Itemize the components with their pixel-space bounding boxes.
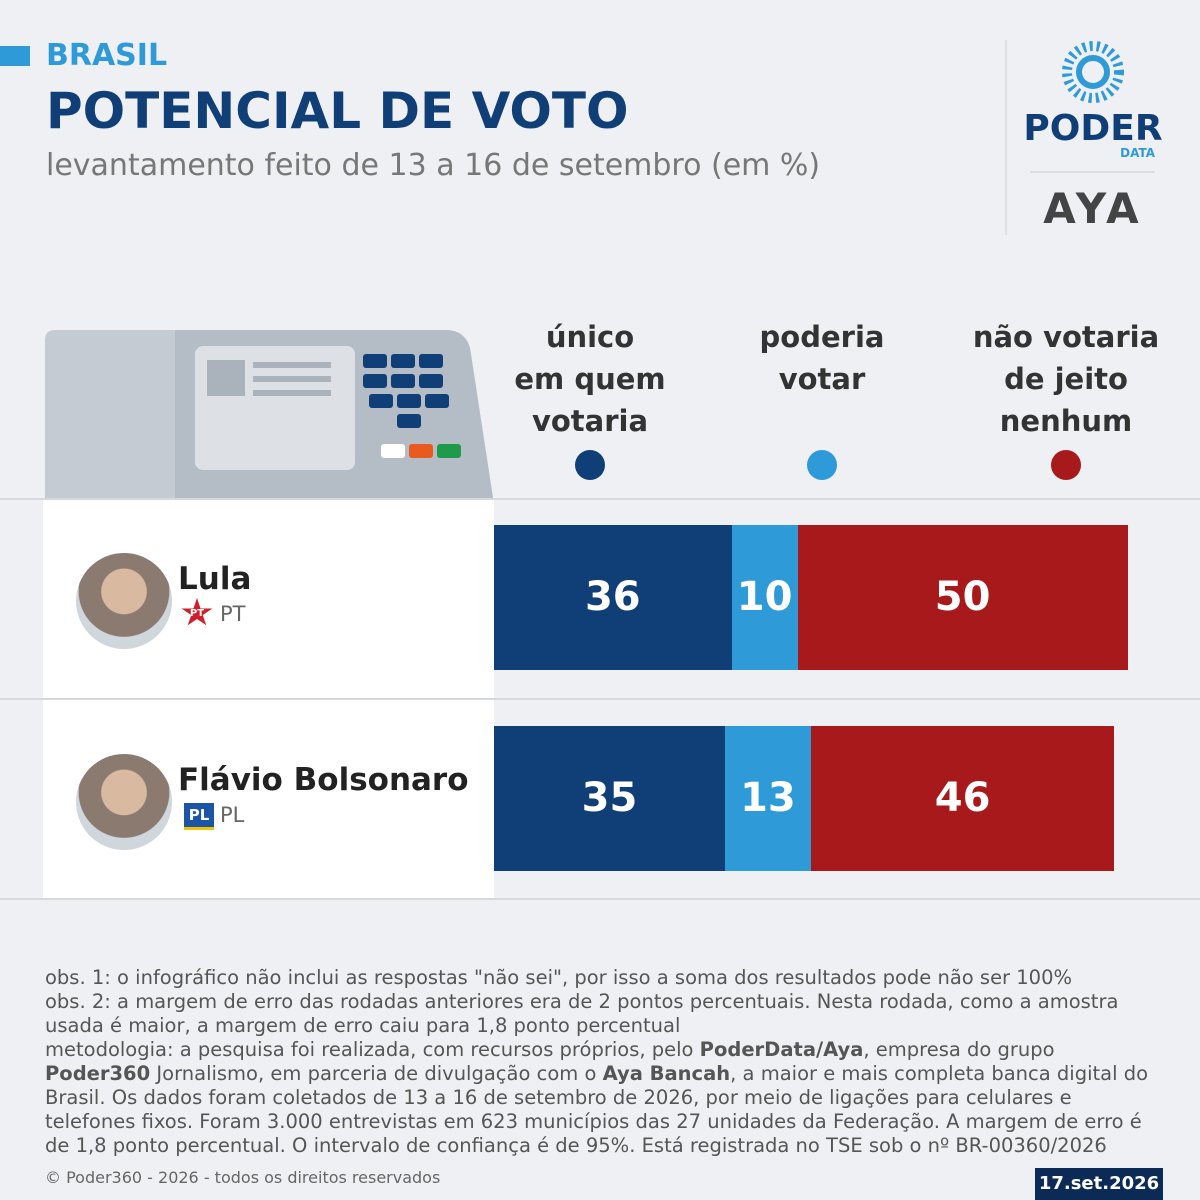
note: obs. 1: o infográfico não inclui as resp… [45, 966, 1073, 989]
methodology-text: metodologia: a pesquisa foi realizada, c… [45, 1038, 700, 1061]
copyright: © Poder360 - 2026 - todos os direitos re… [45, 1168, 441, 1187]
candidate-name: Flávio Bolsonaro [178, 762, 469, 798]
methodology-text: , a maior e mais completa banca digital … [45, 1062, 1149, 1157]
legend-dot [807, 450, 837, 480]
data-logo: DATA [1120, 146, 1156, 160]
title: POTENCIAL DE VOTO [46, 82, 629, 140]
row-line [0, 498, 1200, 500]
methodology-text: PoderData/Aya [699, 1038, 864, 1061]
methodology-text: , empresa do grupo [863, 1038, 1055, 1061]
candidate-name: Lula [178, 561, 252, 597]
note: obs. 2: a margem de erro das rodadas ant… [45, 990, 1119, 1037]
legend-label: único em quem votaria [514, 320, 666, 438]
notes: obs. 1: o infográfico não inclui as resp… [45, 966, 1160, 1158]
bar [731, 525, 798, 670]
bar [797, 525, 1128, 670]
bar [725, 726, 811, 871]
row-line [0, 898, 1200, 900]
voting-machine [45, 330, 493, 498]
party-label: PL [220, 803, 245, 827]
section-marker [0, 46, 30, 66]
subtitle: levantamento feito de 13 a 16 de setembr… [46, 148, 821, 183]
aya-logo: AYA [1043, 184, 1142, 233]
bar [494, 726, 725, 871]
candidate-photo [76, 754, 172, 850]
value-label: 46 [934, 775, 991, 821]
poder-logo: PODER [1023, 108, 1162, 149]
party-label: PT [220, 602, 246, 626]
methodology-text: Aya Bancah [602, 1062, 731, 1085]
bar [494, 525, 732, 670]
bar [810, 726, 1115, 871]
legend-label: poderia votar [759, 320, 885, 396]
poder-rays [1062, 41, 1124, 103]
section: BRASIL [46, 38, 168, 73]
date: 17.set.2026 [1035, 1168, 1163, 1200]
legend-dot [1051, 450, 1081, 480]
party-icon: PL [184, 803, 214, 830]
candidate-photo [76, 553, 172, 649]
methodology: metodologia: a pesquisa foi realizada, c… [45, 1038, 1160, 1158]
value-label: 10 [736, 574, 793, 620]
methodology-text: Poder360 [45, 1062, 151, 1085]
row-line [0, 698, 1200, 700]
value-label: 35 [581, 775, 638, 821]
logos: PODER DATA AYA [1005, 40, 1163, 235]
value-label: 13 [740, 775, 796, 821]
value-label: 36 [584, 574, 641, 620]
methodology-text: Jornalismo, em parceria de divulgação co… [150, 1062, 603, 1085]
value-label: 50 [934, 574, 991, 620]
legend-label: não votaria de jeito nenhum [972, 320, 1160, 438]
legend-dot [575, 450, 605, 480]
